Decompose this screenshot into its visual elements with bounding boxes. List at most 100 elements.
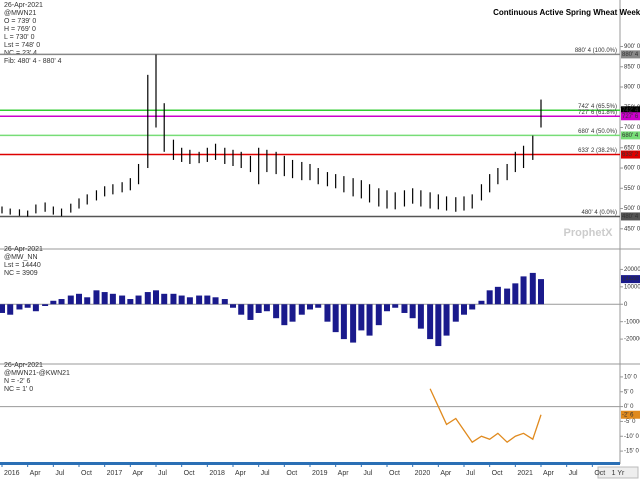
- bar: [281, 304, 288, 326]
- bar: [384, 304, 390, 312]
- bar: [238, 304, 245, 315]
- y-tick-label: 900' 0: [624, 44, 640, 50]
- x-tick-label: Apr: [235, 470, 247, 477]
- y-tick-label: 800' 0: [624, 85, 640, 91]
- bar: [58, 299, 65, 305]
- y-tick-label: 10000: [624, 284, 640, 290]
- bar: [135, 295, 142, 305]
- fib-tag: 633' 2: [622, 152, 639, 158]
- x-tick-label: Jul: [363, 470, 372, 477]
- y-tick-label: 850' 0: [624, 64, 640, 70]
- x-tick-label: Apr: [338, 470, 350, 477]
- x-tick-label: Oct: [286, 470, 297, 477]
- chart-title: Continuous Active Spring Wheat Weekly: [493, 8, 640, 17]
- bar: [298, 304, 305, 315]
- bar: [119, 295, 126, 305]
- bar: [478, 300, 485, 305]
- bar: [32, 304, 39, 312]
- y-tick-label: -5' 0: [624, 419, 636, 425]
- bar: [101, 292, 108, 305]
- y-tick-label: 550' 0: [624, 186, 640, 192]
- bar: [263, 304, 270, 312]
- bar: [67, 295, 74, 305]
- bar: [255, 304, 262, 313]
- bar: [221, 299, 228, 305]
- info-text: Fib: 480' 4 - 880' 4: [4, 58, 62, 65]
- x-tick-label: Oct: [492, 470, 503, 477]
- x-tick-label: Apr: [440, 470, 452, 477]
- bar: [196, 295, 203, 305]
- bar: [350, 304, 357, 343]
- info-text: 26-Apr-2021: [4, 2, 43, 9]
- fib-tag-box: [621, 112, 640, 121]
- y-tick-label: 650' 0: [624, 145, 640, 151]
- bar: [340, 304, 347, 340]
- fib-tag: 742' 4: [622, 108, 639, 114]
- info-text: NC = 23' 4: [4, 50, 37, 57]
- fib-tag: 680' 4: [622, 133, 639, 139]
- bar: [392, 304, 399, 308]
- fib-tag-box: [621, 212, 640, 221]
- fib-tag: 880' 4: [622, 52, 639, 58]
- y-tick-label: 0: [624, 302, 628, 308]
- bar: [7, 304, 14, 315]
- bar: [427, 304, 434, 340]
- bar: [144, 292, 151, 305]
- bar: [443, 304, 450, 336]
- bar: [494, 286, 501, 305]
- fib-tag-box: [621, 150, 640, 159]
- info-text: NC = 3909: [4, 270, 38, 277]
- fib-tag-box: [621, 131, 640, 140]
- bar: [42, 304, 49, 306]
- watermark: ProphetX: [564, 227, 614, 239]
- x-tick-label: Jul: [466, 470, 475, 477]
- x-tick-label: 2021: [517, 470, 533, 477]
- bar: [358, 304, 365, 331]
- fib-tag-box: [621, 50, 640, 59]
- bar: [230, 304, 236, 308]
- info-text: L = 730' 0: [4, 34, 35, 41]
- y-tick-label: 500' 0: [624, 206, 640, 212]
- range-button-label[interactable]: 1 Yr: [612, 470, 625, 477]
- bar: [93, 290, 100, 305]
- bar: [178, 295, 185, 305]
- x-tick-label: Apr: [132, 470, 144, 477]
- x-tick-label: Oct: [81, 470, 92, 477]
- fib-tag: 727' 6: [622, 114, 639, 120]
- bar: [247, 304, 254, 320]
- info-text: @MWN21-@KWN21: [4, 370, 70, 377]
- bar: [417, 304, 424, 329]
- info-text: Lst = 14440: [4, 262, 41, 269]
- bar: [435, 304, 442, 347]
- info-text: 26-Apr-2021: [4, 362, 43, 369]
- bar: [504, 288, 511, 305]
- x-tick-label: Oct: [389, 470, 400, 477]
- x-tick-label: Jul: [55, 470, 64, 477]
- bar: [24, 304, 31, 308]
- bar: [50, 300, 57, 305]
- info-text: @MW_NN: [4, 254, 38, 261]
- x-tick-label: Apr: [30, 470, 42, 477]
- fib-label: 742' 4 (65.5%): [578, 104, 617, 110]
- y-tick-label: -15' 0: [624, 449, 639, 455]
- info-text: H = 769' 0: [4, 26, 36, 33]
- bar: [0, 304, 5, 313]
- bar: [332, 304, 339, 333]
- bar: [273, 304, 280, 319]
- info-text: NC = 1' 0: [4, 386, 33, 393]
- info-text: Lst = 748' 0: [4, 42, 40, 49]
- bar: [109, 293, 116, 305]
- fib-label: 727' 6 (61.8%): [578, 110, 617, 116]
- bar: [212, 297, 219, 305]
- bar: [315, 304, 322, 308]
- fib-label: 880' 4 (100.0%): [575, 48, 617, 54]
- bar: [76, 293, 82, 305]
- range-button[interactable]: [597, 466, 639, 479]
- bar: [401, 304, 408, 313]
- x-tick-label: Jul: [569, 470, 578, 477]
- bar: [529, 272, 536, 305]
- y-tick-label: 20000: [624, 267, 640, 273]
- last-tag: -2' 6: [622, 412, 634, 418]
- fib-label: 680' 4 (50.0%): [578, 129, 617, 135]
